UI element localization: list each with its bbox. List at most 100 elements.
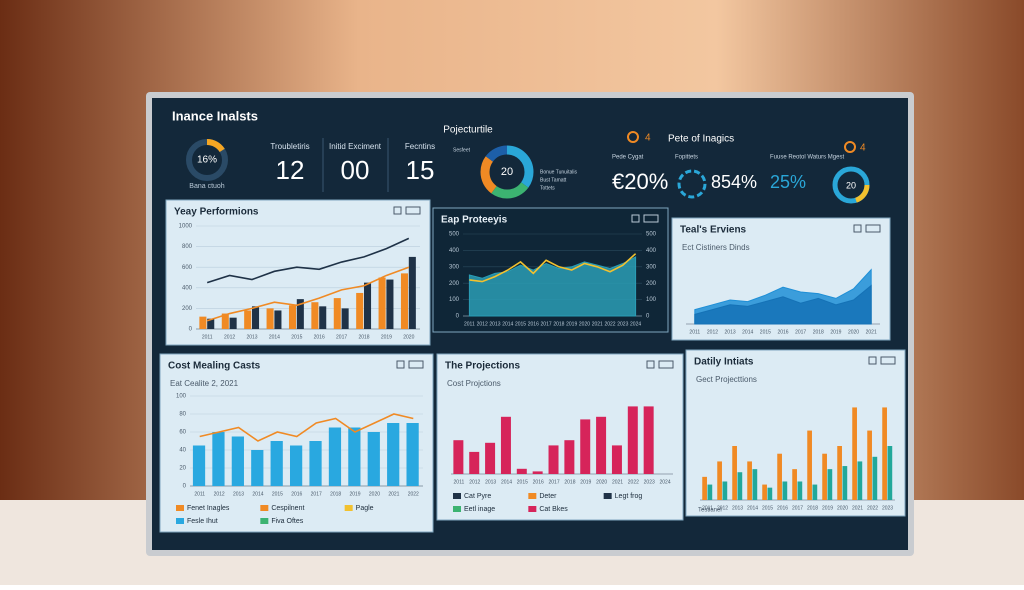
y-tick-label: 600 xyxy=(182,265,193,271)
panel-icon xyxy=(865,224,881,233)
legend-swatch xyxy=(528,493,537,499)
legend-swatch xyxy=(260,518,269,524)
y-tick-label: 0 xyxy=(189,327,193,333)
bar xyxy=(469,451,480,474)
x-tick-label: 2012 xyxy=(477,321,488,327)
x-tick-label: 2019 xyxy=(830,329,841,335)
legend-label: Fenet Inagles xyxy=(187,505,230,512)
x-tick-label: 2012 xyxy=(224,334,235,340)
bar xyxy=(887,446,893,500)
x-tick-label: 2014 xyxy=(747,505,758,511)
x-tick-label: 2015 xyxy=(515,321,526,327)
x-tick-label: 2023 xyxy=(617,321,628,327)
x-tick-label: 2013 xyxy=(233,491,244,497)
x-tick-label: 2017 xyxy=(795,329,806,335)
y-tick-label: 100 xyxy=(449,297,460,303)
x-tick-label: 2011 xyxy=(454,479,465,485)
bar xyxy=(296,299,304,329)
bar xyxy=(792,469,797,500)
y-tick-label: 0 xyxy=(646,314,650,320)
line xyxy=(469,253,637,283)
bar xyxy=(580,419,591,474)
x-tick-label: 2019 xyxy=(566,321,577,327)
x-tick-label: 2013 xyxy=(725,329,736,335)
x-tick-label: 2022 xyxy=(628,479,639,485)
bar xyxy=(408,256,416,329)
y-tick-label: 200 xyxy=(646,281,657,287)
bar xyxy=(837,446,842,500)
x-tick-label: 2021 xyxy=(612,479,623,485)
legend-label: Eetl inage xyxy=(464,506,495,513)
x-tick-label: 2014 xyxy=(269,334,280,340)
kpi-value: 12 xyxy=(276,155,305,185)
x-tick-label: 2019 xyxy=(349,491,360,497)
x-tick-label: 2014 xyxy=(252,491,263,497)
x-tick-label: 2023 xyxy=(882,505,893,511)
y-tick-label: 800 xyxy=(182,244,193,250)
panel-icon xyxy=(405,206,421,215)
bar xyxy=(311,302,319,329)
x-tick-label: 2019 xyxy=(580,479,591,485)
bar xyxy=(732,446,737,500)
kpi-value: 00 xyxy=(341,155,370,185)
x-tick-label: 2023 xyxy=(644,479,655,485)
x-tick-label: 2022 xyxy=(604,321,615,327)
x-tick-label: 2013 xyxy=(246,334,257,340)
bar xyxy=(386,279,394,329)
x-tick-label: 2012 xyxy=(469,479,480,485)
legend-swatch xyxy=(344,505,353,511)
x-tick-label: 2011 xyxy=(202,334,213,340)
y-tick-label: 40 xyxy=(179,448,186,454)
bar xyxy=(341,308,349,329)
bar xyxy=(333,298,341,329)
y-tick-label: 400 xyxy=(646,248,657,254)
donut-segment xyxy=(480,145,534,199)
bar xyxy=(274,310,282,329)
panel-title: Cost Mealing Casts xyxy=(168,361,261,372)
bar xyxy=(289,445,303,486)
bar xyxy=(328,427,342,486)
bar xyxy=(812,484,818,500)
line xyxy=(199,413,414,442)
bar xyxy=(212,432,225,486)
x-tick-label: 2013 xyxy=(485,479,496,485)
panel-title: Yeay Performions xyxy=(174,207,259,218)
donut-legend: Tottets xyxy=(540,185,555,191)
bar xyxy=(797,481,803,500)
x-tick-label: 2021 xyxy=(388,491,399,497)
bar xyxy=(221,313,229,329)
bar xyxy=(737,472,743,500)
x-tick-label: 2021 xyxy=(852,505,863,511)
bar xyxy=(229,317,237,329)
legend-swatch xyxy=(603,493,612,499)
y-tick-label: 300 xyxy=(646,264,657,270)
bar xyxy=(842,466,848,500)
bar xyxy=(406,423,419,486)
bar xyxy=(378,277,386,329)
bar xyxy=(767,487,773,500)
line xyxy=(206,266,410,322)
x-tick-label: 2017 xyxy=(792,505,803,511)
bar xyxy=(199,316,207,329)
x-tick-label: 2012 xyxy=(214,491,225,497)
x-tick-label: 2017 xyxy=(541,321,552,327)
x-tick-label: 2018 xyxy=(564,479,575,485)
bar xyxy=(717,461,722,500)
metric-value: 854% xyxy=(711,172,757,192)
metric-value: €20% xyxy=(612,169,668,194)
bar xyxy=(857,461,863,500)
panel-footer: Testianel xyxy=(698,508,722,514)
y-tick-label: 300 xyxy=(449,264,460,270)
panel-icon xyxy=(408,360,424,369)
x-tick-label: 2012 xyxy=(717,505,728,511)
right-title: Pete of Inagics xyxy=(668,134,734,145)
bar xyxy=(752,469,758,500)
y-tick-label: 400 xyxy=(449,248,460,254)
y-tick-label: 200 xyxy=(182,306,193,312)
x-tick-label: 2020 xyxy=(403,334,414,340)
x-tick-label: 2018 xyxy=(807,505,818,511)
legend-label: Deter xyxy=(539,493,557,500)
y-tick-label: 200 xyxy=(449,281,460,287)
panel-icon xyxy=(646,360,655,369)
x-tick-label: 2016 xyxy=(777,505,788,511)
